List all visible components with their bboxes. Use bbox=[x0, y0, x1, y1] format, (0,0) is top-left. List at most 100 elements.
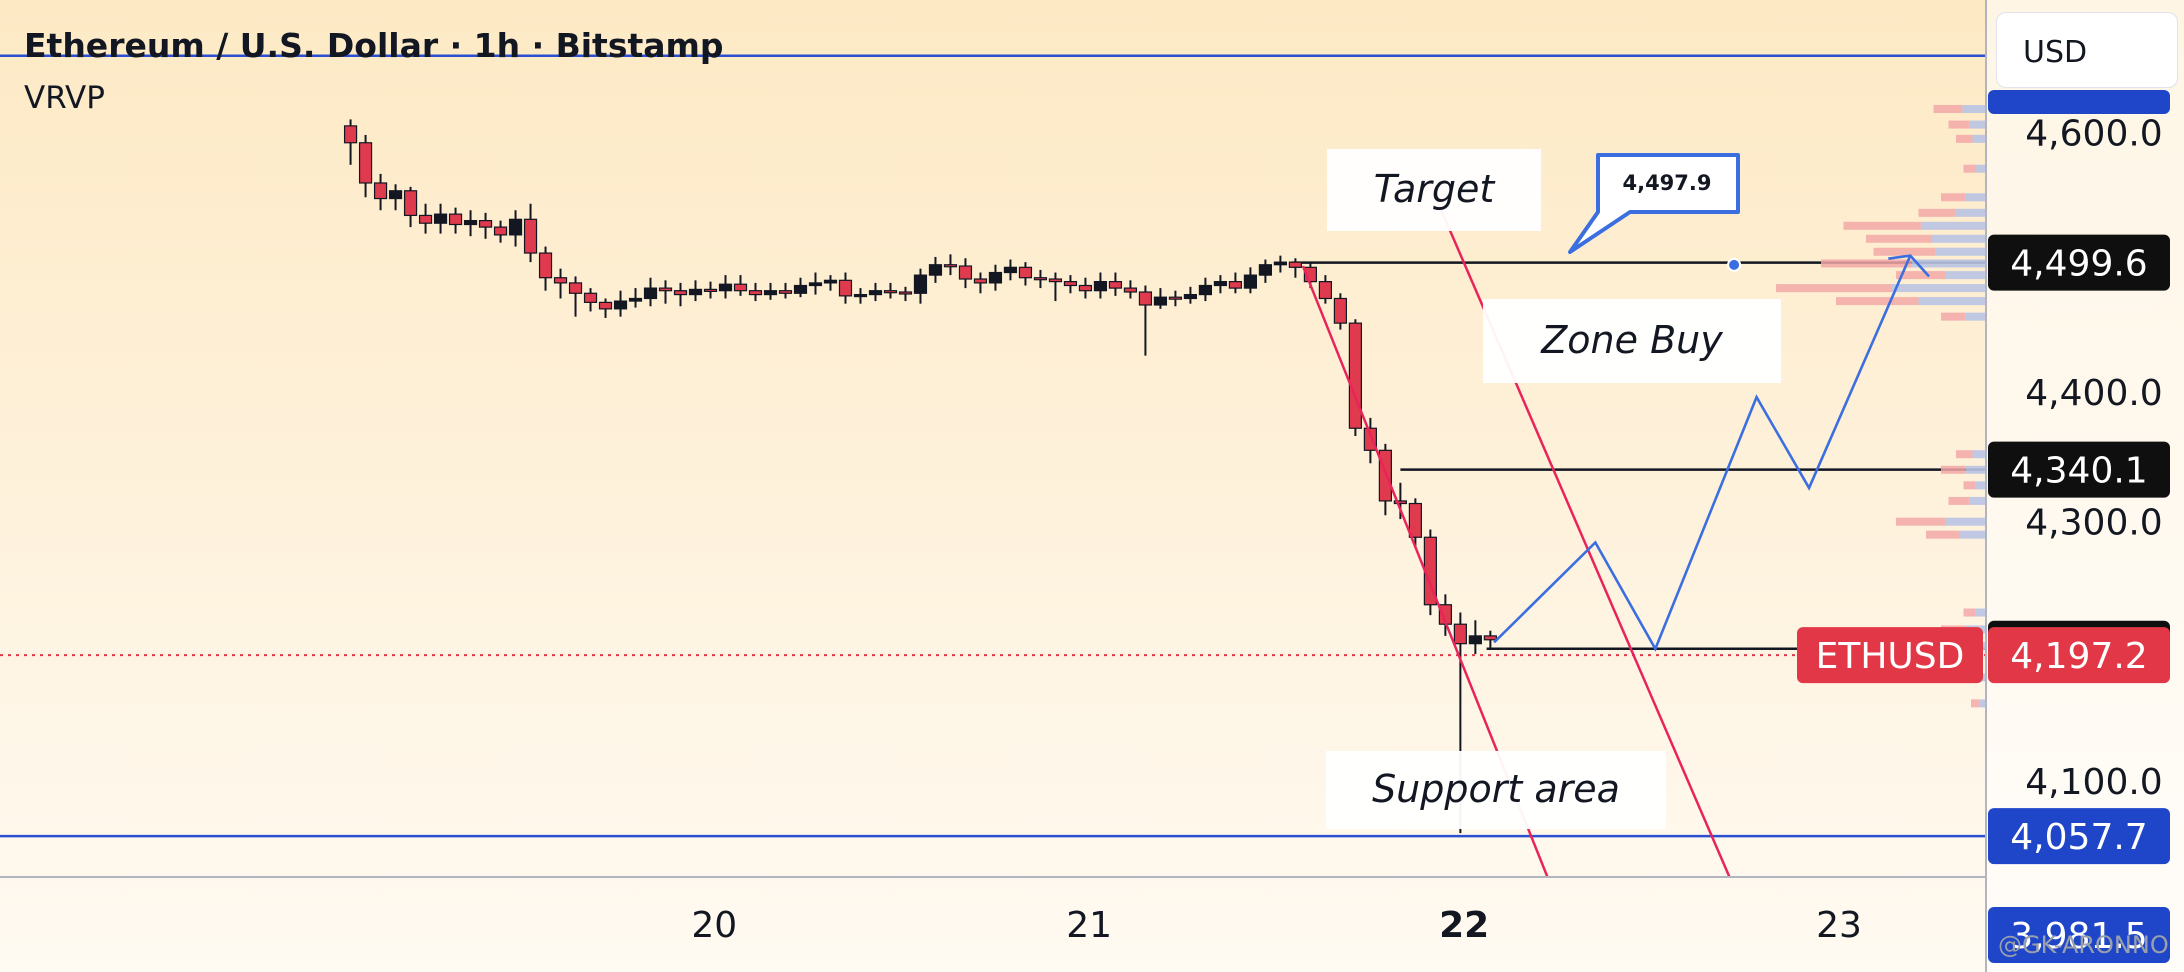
candle-body bbox=[733, 283, 748, 292]
candle-body bbox=[613, 300, 628, 310]
price-label-box[interactable] bbox=[1988, 808, 2170, 865]
candle-body bbox=[583, 292, 598, 303]
volume-profile-bar bbox=[1955, 208, 1986, 217]
volume-profile-bar bbox=[1933, 105, 1963, 114]
candle-body bbox=[748, 290, 763, 296]
price-callout-point[interactable] bbox=[1727, 257, 1742, 272]
chart-title: Ethereum / U.S. Dollar · 1h · Bitstamp bbox=[24, 26, 724, 65]
price-label-box[interactable] bbox=[1988, 907, 2170, 964]
volume-profile-bar bbox=[1948, 496, 1970, 505]
candle-body bbox=[703, 288, 718, 292]
volume-profile-bar bbox=[1776, 284, 1892, 293]
price-label-text: 4,340.1 bbox=[2010, 451, 2147, 492]
candle-body bbox=[868, 290, 883, 296]
symbol-tag-text: ETHUSD bbox=[1816, 636, 1965, 677]
volume-profile-bar bbox=[1935, 247, 1986, 256]
price-label-box[interactable] bbox=[1988, 234, 2170, 291]
candle-body bbox=[898, 291, 913, 295]
volume-profile-bar bbox=[1896, 517, 1946, 526]
y-tick-label: 4,600.0 bbox=[2025, 113, 2162, 154]
candle-body bbox=[508, 218, 523, 236]
volume-profile-bar bbox=[1896, 271, 1946, 280]
candle-body bbox=[1333, 297, 1347, 324]
candle-body bbox=[838, 279, 853, 297]
y-tick-label: 4,400.0 bbox=[2025, 373, 2162, 414]
volume-profile-bar bbox=[1969, 496, 1986, 505]
volume-profile-bar bbox=[1972, 450, 1986, 459]
volume-profile-bar bbox=[1926, 530, 1959, 539]
candle-body bbox=[958, 265, 973, 280]
y-tick-label: 4,300.0 bbox=[2025, 503, 2162, 544]
candle-body bbox=[523, 218, 538, 254]
candle-body bbox=[1453, 623, 1467, 645]
price-label-box-partial bbox=[1988, 90, 2170, 114]
projection-path bbox=[1493, 255, 1912, 652]
candle-body bbox=[823, 279, 838, 284]
price-label-box[interactable] bbox=[1988, 441, 2170, 498]
symbol-tag-box[interactable] bbox=[1797, 627, 1983, 684]
volume-profile-bar bbox=[1956, 134, 1973, 143]
candle-body bbox=[1093, 281, 1108, 292]
candle-body bbox=[1108, 281, 1123, 289]
candle-body bbox=[688, 288, 703, 296]
candle-body bbox=[1318, 281, 1332, 300]
zone-buy-note-text: Zone Buy bbox=[1540, 318, 1723, 362]
volume-profile-bar bbox=[1969, 120, 1986, 129]
candle-body bbox=[343, 125, 358, 144]
candle-body bbox=[1258, 264, 1273, 276]
volume-profile-bar bbox=[1959, 530, 1986, 539]
volume-profile-bar bbox=[1836, 297, 1919, 306]
support-area-note-box bbox=[1326, 751, 1666, 829]
volume-profile-bar bbox=[1932, 234, 1986, 243]
candle-body bbox=[1168, 296, 1183, 300]
volume-profile-bar bbox=[1979, 699, 1986, 708]
candle-body bbox=[463, 220, 478, 226]
candle-body bbox=[403, 190, 418, 217]
candle-body bbox=[988, 271, 1003, 284]
candle-body bbox=[448, 213, 463, 226]
currency-button[interactable]: USD bbox=[1996, 12, 2178, 88]
volume-profile-bar bbox=[1963, 164, 1976, 173]
candle-body bbox=[1348, 322, 1362, 429]
candle-body bbox=[778, 290, 793, 294]
candle-body bbox=[358, 142, 373, 184]
candle-body bbox=[1078, 284, 1093, 292]
candle-body bbox=[1243, 274, 1258, 289]
volume-profile-bar bbox=[1918, 297, 1986, 306]
candle-body bbox=[1393, 500, 1407, 505]
volume-profile-bar bbox=[1873, 247, 1936, 256]
volume-profile-bar bbox=[1965, 465, 1986, 474]
candle-body bbox=[853, 293, 868, 298]
candle-body bbox=[928, 264, 943, 276]
candle-body bbox=[718, 283, 733, 292]
candle-body bbox=[598, 301, 613, 310]
price-label-text: 4,197.2 bbox=[2010, 636, 2147, 677]
candle-body bbox=[478, 220, 493, 228]
candle-body bbox=[883, 290, 898, 294]
candle-body bbox=[628, 297, 643, 302]
volume-profile-bar bbox=[1891, 284, 1986, 293]
candle-body bbox=[1063, 281, 1078, 287]
volume-profile-bar bbox=[1918, 208, 1956, 217]
candle-body bbox=[913, 274, 928, 294]
volume-profile-bar bbox=[1962, 105, 1986, 114]
price-label-box[interactable] bbox=[1988, 627, 2170, 684]
candle-body bbox=[1483, 635, 1497, 641]
volume-profile-bar bbox=[1945, 271, 1986, 280]
support-area-note-text: Support area bbox=[1372, 767, 1620, 811]
indicator-label-vrvp[interactable]: VRVP bbox=[24, 80, 105, 116]
x-tick-label: 20 bbox=[691, 905, 737, 946]
candle-body bbox=[1018, 266, 1033, 279]
volume-profile-bar bbox=[1941, 312, 1966, 321]
candle-body bbox=[1153, 296, 1168, 306]
candle-body bbox=[493, 226, 508, 236]
projection-arrowhead bbox=[1888, 254, 1931, 278]
candle-body bbox=[1468, 635, 1482, 645]
x-tick-label: 22 bbox=[1439, 905, 1489, 946]
volume-profile-bar bbox=[1921, 221, 1986, 230]
volume-profile-bar bbox=[1963, 481, 1976, 490]
candle-body bbox=[1288, 261, 1303, 268]
